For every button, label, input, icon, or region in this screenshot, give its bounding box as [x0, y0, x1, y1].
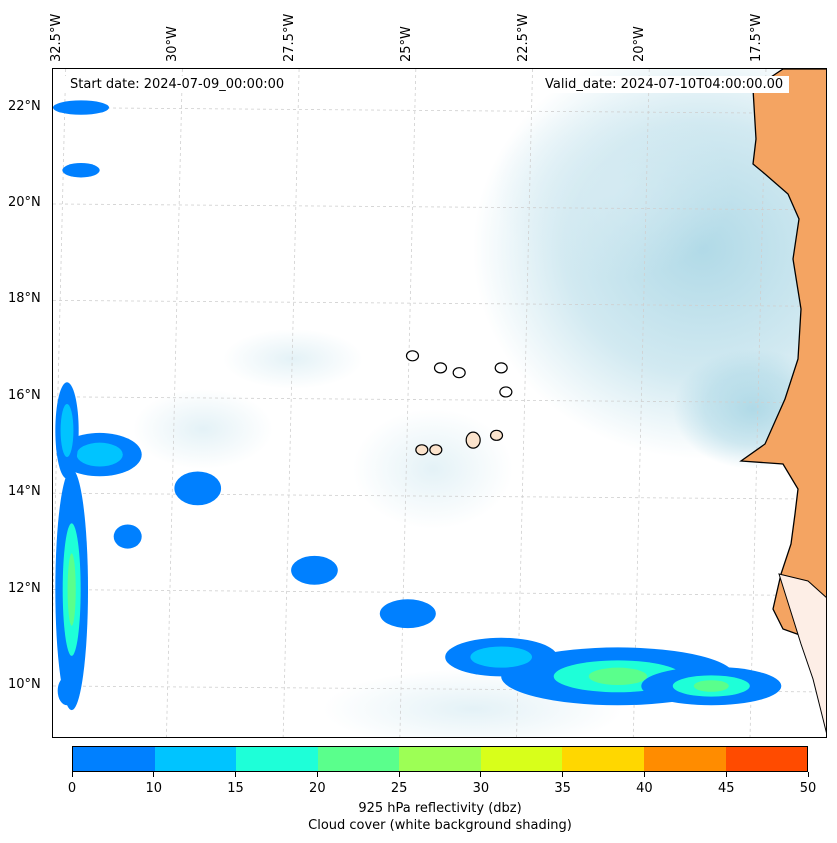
colorbar-title: 925 hPa reflectivity (dbz)	[358, 801, 522, 816]
longitude-label: 22.5°W	[515, 13, 531, 62]
parallel-line	[53, 589, 826, 596]
island	[465, 431, 481, 449]
latitude-label: 22°N	[8, 98, 41, 114]
africa-land-north	[739, 69, 826, 642]
island	[499, 386, 513, 398]
colorbar-segment	[317, 747, 400, 771]
reflectivity-cell	[62, 162, 100, 178]
longitude-label: 17.5°W	[748, 13, 764, 62]
colorbar-tick-mark	[643, 772, 645, 777]
reflectivity-cell	[174, 471, 222, 506]
colorbar-tick-label: 25	[390, 781, 408, 796]
colorbar-segment	[154, 747, 237, 771]
reflectivity-peak	[693, 680, 729, 692]
meridian-line	[632, 69, 650, 737]
latitude-label: 14°N	[8, 484, 41, 500]
meridian-line	[399, 69, 417, 737]
latitude-label: 18°N	[8, 291, 41, 307]
island	[489, 429, 504, 441]
colorbar-tick-label: 10	[145, 781, 163, 796]
meridian-line	[516, 69, 533, 737]
colorbar-segment	[480, 747, 563, 771]
longitude-label: 30°W	[165, 26, 181, 62]
reflectivity-layer	[53, 100, 782, 711]
island	[429, 444, 443, 456]
island	[494, 362, 508, 374]
latitude-label: 10°N	[8, 676, 41, 692]
reflectivity-cell	[57, 676, 77, 706]
longitude-label: 25°W	[398, 26, 414, 62]
longitude-label: 27.5°W	[282, 13, 298, 62]
colorbar-subtitle: Cloud cover (white background shading)	[308, 818, 572, 833]
colorbar-tick-label: 40	[636, 781, 653, 796]
latitude-label: 12°N	[8, 580, 41, 596]
reflectivity-colorbar	[72, 746, 808, 772]
colorbar-tick-mark	[316, 772, 318, 777]
colorbar-tick-mark	[562, 772, 564, 777]
island	[433, 362, 448, 374]
colorbar-segment	[643, 747, 726, 771]
meridian-line	[282, 69, 300, 737]
valid-date-text: Valid_date: 2024-07-10T04:00:00.00	[545, 77, 784, 92]
longitude-label: 20°W	[632, 26, 648, 62]
cloud-cover-shading	[133, 69, 826, 737]
reflectivity-peak	[67, 553, 76, 626]
longitude-label: 32.5°W	[48, 13, 64, 62]
colorbar-tick-label: 0	[67, 781, 77, 796]
colorbar-tick-mark	[398, 772, 400, 777]
colorbar-tick-mark	[235, 772, 237, 777]
meridian-line	[749, 69, 767, 737]
reflectivity-cell	[291, 555, 338, 585]
reflectivity-core	[60, 404, 74, 458]
cape-verde-islands	[405, 350, 513, 456]
colorbar-tick-mark	[807, 772, 809, 777]
reflectivity-core	[76, 442, 123, 467]
reflectivity-peak	[588, 667, 648, 686]
africa-land-south	[778, 573, 826, 734]
start-date-text: Start date: 2024-07-09_00:00:00	[70, 77, 285, 92]
colorbar-segment	[725, 747, 808, 771]
colorbar-segment	[73, 747, 155, 771]
colorbar-segment	[236, 747, 318, 771]
meridian-line	[166, 69, 183, 737]
reflectivity-cell	[53, 100, 110, 115]
colorbar-tick-label: 45	[717, 781, 735, 796]
map-canvas	[53, 69, 826, 737]
colorbar-tick-label: 20	[309, 781, 326, 796]
colorbar-tick-label: 30	[472, 781, 490, 796]
island	[415, 444, 429, 456]
map-frame	[52, 68, 827, 738]
colorbar-tick-label: 50	[799, 781, 817, 796]
colorbar-segment	[562, 747, 644, 771]
start-date-label: Start date: 2024-07-09_00:00:00	[64, 76, 291, 93]
reflectivity-cell	[113, 524, 142, 549]
colorbar-tick-mark	[480, 772, 482, 777]
latitude-label: 16°N	[8, 387, 41, 403]
colorbar-tick-label: 15	[227, 781, 244, 796]
valid-date-label: Valid_date: 2024-07-10T04:00:00.00	[539, 76, 790, 93]
latitude-label: 20°N	[8, 194, 41, 210]
colorbar-tick-mark	[71, 772, 73, 777]
colorbar-tick-label: 35	[554, 781, 571, 796]
colorbar-tick-mark	[725, 772, 727, 777]
colorbar-tick-mark	[153, 772, 155, 777]
reflectivity-core	[470, 646, 533, 668]
island	[452, 367, 466, 379]
colorbar-segment	[399, 747, 481, 771]
island	[405, 350, 420, 362]
africa-coastline	[739, 69, 826, 734]
reflectivity-cell	[379, 599, 436, 629]
